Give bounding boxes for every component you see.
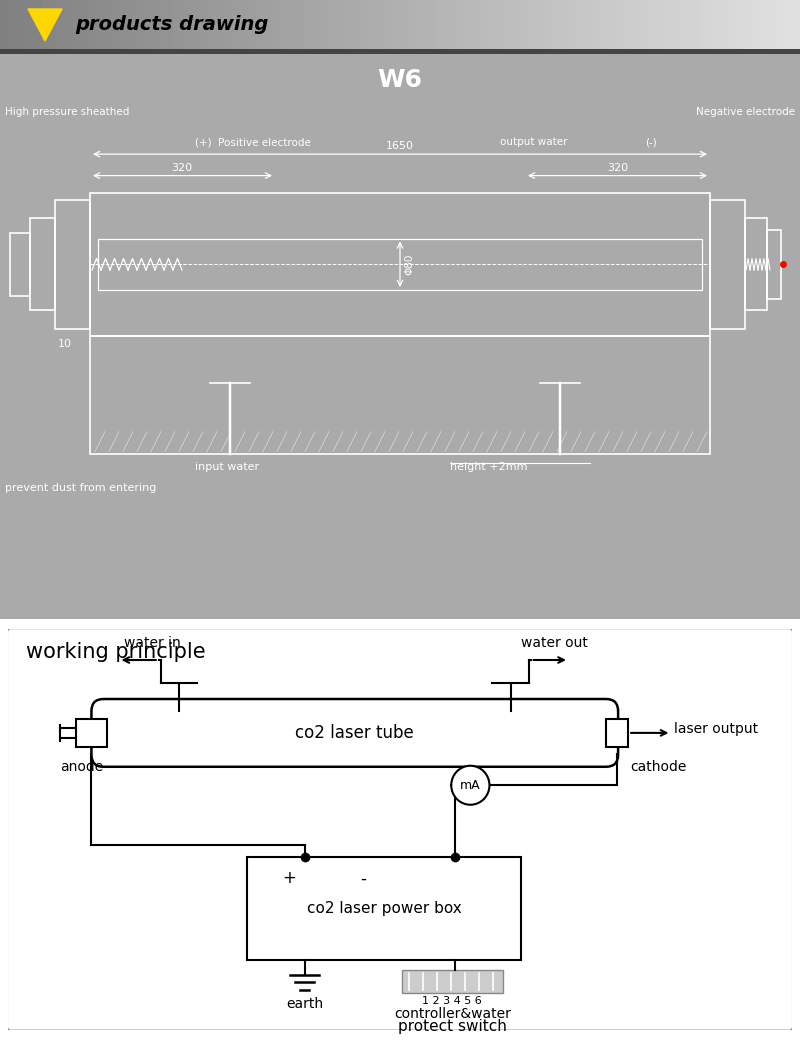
Bar	[247, 857, 521, 960]
Text: protect switch: protect switch	[398, 1019, 506, 1035]
Text: products drawing: products drawing	[75, 16, 268, 34]
Text: cathode: cathode	[630, 759, 686, 774]
Bar	[98, 238, 702, 290]
Text: (-): (-)	[645, 137, 657, 147]
Circle shape	[451, 765, 490, 805]
Text: 1650: 1650	[386, 141, 414, 151]
Text: +: +	[282, 869, 296, 887]
Text: water in: water in	[123, 635, 180, 650]
Text: 320: 320	[171, 162, 193, 173]
Bar	[402, 970, 502, 992]
Text: height +2mm: height +2mm	[450, 462, 527, 471]
Text: Φ80: Φ80	[404, 254, 414, 275]
Text: co2 laser power box: co2 laser power box	[306, 901, 462, 916]
Bar	[90, 336, 710, 454]
FancyBboxPatch shape	[7, 628, 793, 1031]
Bar	[30, 218, 55, 310]
Bar	[55, 200, 90, 329]
Text: co2 laser tube: co2 laser tube	[295, 724, 414, 742]
Text: mA: mA	[460, 779, 481, 791]
Text: 320: 320	[607, 162, 629, 173]
Text: W6: W6	[378, 69, 422, 93]
Text: input water: input water	[195, 462, 259, 471]
Bar	[710, 200, 745, 329]
Text: Negative electrode: Negative electrode	[696, 107, 795, 116]
Text: earth: earth	[286, 996, 323, 1011]
Text: -: -	[360, 869, 366, 887]
FancyBboxPatch shape	[91, 699, 618, 766]
Bar	[606, 719, 628, 748]
Text: High pressure sheathed: High pressure sheathed	[5, 107, 130, 116]
Bar	[767, 230, 781, 298]
Bar	[90, 192, 710, 336]
Text: prevent dust from entering: prevent dust from entering	[5, 483, 156, 493]
Bar	[745, 218, 767, 310]
Bar	[10, 233, 30, 295]
Text: (+)  Positive electrode: (+) Positive electrode	[195, 137, 311, 147]
Text: 1 2 3 4 5 6: 1 2 3 4 5 6	[422, 995, 482, 1006]
Text: laser output: laser output	[674, 722, 758, 735]
Text: working principle: working principle	[26, 642, 206, 661]
Text: output water: output water	[500, 137, 567, 147]
Text: water out: water out	[521, 635, 587, 650]
Text: anode: anode	[60, 759, 103, 774]
Polygon shape	[28, 9, 62, 41]
Text: 10: 10	[58, 339, 72, 348]
Bar	[76, 719, 106, 748]
Text: controller&water: controller&water	[394, 1007, 510, 1021]
